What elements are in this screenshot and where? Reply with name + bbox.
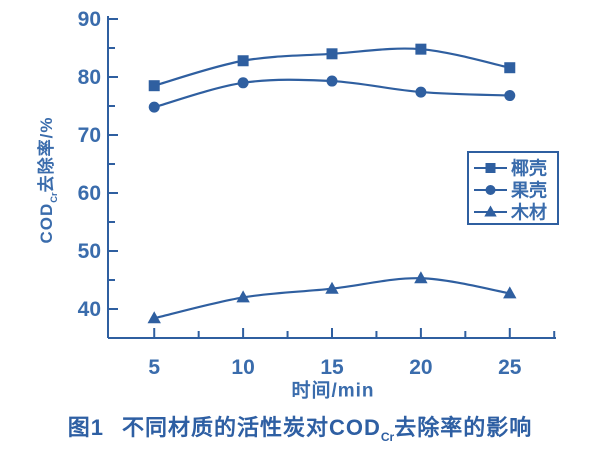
data-point-series-2 (503, 286, 517, 299)
y-tick-label: 60 (78, 182, 101, 205)
data-point-series-1 (504, 90, 516, 102)
data-point-series-0 (148, 80, 160, 92)
y-tick-label: 80 (78, 66, 101, 89)
legend-label-2: 木材 (510, 202, 547, 223)
y-axis-title-sub: Cr (49, 192, 60, 203)
y-tick-label: 90 (78, 8, 101, 31)
data-point-series-1 (326, 75, 338, 87)
x-axis-title: 时间/min (291, 380, 375, 402)
data-point-series-1 (148, 101, 160, 113)
figure-caption-number: 图1 (67, 415, 104, 440)
data-point-series-0 (415, 43, 427, 55)
legend-label-0: 椰壳 (511, 158, 547, 179)
legend-triangle-marker-icon (484, 205, 497, 217)
figure-caption-text-post: 去除率的影响 (394, 415, 533, 440)
y-tick-label: 50 (78, 240, 101, 263)
data-point-series-2 (325, 281, 339, 294)
figure-caption-text-pre: 不同材质的活性炭对COD (121, 415, 381, 440)
y-tick-label: 70 (78, 124, 101, 147)
data-point-series-2 (147, 311, 161, 324)
legend-label-1: 果壳 (510, 180, 547, 201)
data-point-series-2 (414, 271, 428, 284)
data-point-series-0 (237, 55, 249, 67)
figure-caption-text-sub: Cr (380, 430, 395, 445)
x-tick-label: 10 (231, 356, 254, 379)
x-tick-label: 15 (320, 356, 344, 379)
y-axis-title-post: 去除率/% (36, 116, 56, 193)
y-axis-title: CODCr去除率/% (32, 116, 60, 244)
y-axis-title-pre: COD (36, 202, 56, 244)
x-tick-label: 5 (148, 356, 160, 379)
y-tick-label: 40 (78, 298, 101, 321)
legend-square-marker-icon (485, 163, 496, 173)
data-point-series-0 (326, 48, 338, 60)
data-point-series-1 (415, 86, 427, 98)
data-point-series-2 (236, 290, 250, 303)
data-point-series-0 (504, 62, 516, 74)
x-tick-label: 20 (409, 356, 432, 379)
figure-caption: 图1 不同材质的活性炭对CODCr去除率的影响 (0, 410, 600, 445)
legend-circle-marker-icon (485, 185, 496, 195)
data-point-series-1 (237, 77, 249, 89)
x-tick-label: 25 (498, 356, 522, 379)
